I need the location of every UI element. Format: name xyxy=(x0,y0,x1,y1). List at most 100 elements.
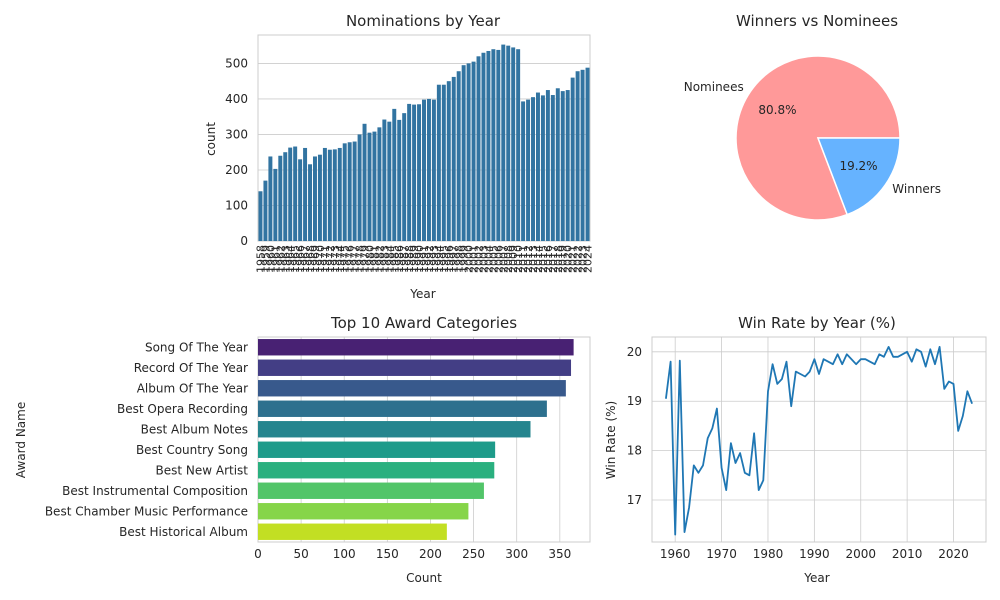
nominations-bar xyxy=(501,44,506,241)
nominations-x-tick-label: 2013 xyxy=(527,245,540,273)
category-label: Song Of The Year xyxy=(145,340,248,354)
nominations-bar xyxy=(397,119,402,241)
nominations-x-tick-label: 1979 xyxy=(359,245,372,273)
nominations-x-tick-label: 1998 xyxy=(453,245,466,273)
nominations-x-tick-label: 1978 xyxy=(354,245,367,273)
pie-slice-nominees xyxy=(735,55,901,221)
nominations-bar xyxy=(327,149,332,241)
nominations-bar xyxy=(283,152,288,241)
nominations-bar xyxy=(570,77,575,241)
category-label: Best Country Song xyxy=(136,443,248,457)
pie-label: Winners xyxy=(892,182,941,196)
win-rate-x-tick-label: 2000 xyxy=(845,547,876,561)
nominations-bar xyxy=(446,81,451,241)
nominations-bar xyxy=(496,49,501,242)
nominations-x-tick-label: 2005 xyxy=(487,245,500,273)
category-bar xyxy=(258,339,574,356)
win-rate-y-tick-label: 19 xyxy=(627,394,642,408)
win-rate-y-tick-label: 17 xyxy=(627,493,642,507)
win-rate-x-tick-label: 1970 xyxy=(706,547,737,561)
nominations-bar xyxy=(476,56,481,241)
nominations-x-tick-label: 1959 xyxy=(259,245,272,273)
nominations-x-tick-label: 1999 xyxy=(458,245,471,273)
category-label: Best Historical Album xyxy=(119,525,248,539)
nominations-bar xyxy=(268,156,273,241)
win-rate-panel: Win Rate by Year (%) 1960 1970 1980 1990 200… xyxy=(604,314,987,585)
nominations-bar xyxy=(422,99,426,241)
nominations-x-tick-label: 2009 xyxy=(507,245,520,273)
nominations-bar xyxy=(308,164,313,241)
nominations-bar xyxy=(545,90,550,241)
nominations-x-tick-label: 1966 xyxy=(294,245,307,273)
nominations-bar xyxy=(387,121,392,241)
nominations-x-tick-label: 1987 xyxy=(398,245,411,273)
nominations-x-tick-label: 2024 xyxy=(582,245,595,273)
nominations-bar xyxy=(278,155,283,241)
nominations-x-tick-label: 2011 xyxy=(517,245,530,273)
nominations-x-tick-label: 1964 xyxy=(284,245,297,273)
nominations-bar xyxy=(436,84,441,241)
nominations-x-tick-label: 2020 xyxy=(562,245,575,273)
nominations-x-tick-label: 2001 xyxy=(468,245,481,273)
category-label: Album Of The Year xyxy=(137,381,248,395)
category-label: Best Chamber Music Performance xyxy=(45,504,248,518)
nominations-x-tick-label: 2003 xyxy=(477,245,490,273)
win-rate-series-line xyxy=(665,345,973,536)
nominations-x-tick-label: 2014 xyxy=(532,245,545,273)
category-bar xyxy=(258,380,566,397)
nominations-y-tick-label: 400 xyxy=(225,92,248,106)
win-rate-x-tick-label: 1960 xyxy=(660,547,691,561)
nominations-x-tick-label: 1981 xyxy=(368,245,381,273)
nominations-x-tick-label: 1994 xyxy=(433,245,446,273)
nominations-bar xyxy=(313,156,317,241)
nominations-bar xyxy=(352,141,357,241)
win-rate-x-axis-label: Year xyxy=(803,571,829,585)
nominations-x-axis-label: Year xyxy=(409,287,435,301)
nominations-x-tick-label: 1972 xyxy=(324,245,337,273)
win-rate-plot-frame xyxy=(651,336,987,543)
nominations-bar xyxy=(451,76,456,242)
nominations-bar xyxy=(382,119,387,241)
nominations-bar xyxy=(322,147,327,241)
nominations-bar xyxy=(273,168,278,241)
winners-vs-nominees-panel: Winners vs Nominees Nominees 80.8% Winners… xyxy=(684,12,941,221)
nominations-x-tick-label: 2022 xyxy=(572,245,585,273)
nominations-bar xyxy=(303,147,308,241)
nominations-x-tick-label: 2002 xyxy=(473,245,486,273)
nominations-bar xyxy=(362,123,367,241)
nominations-x-tick-label: 2019 xyxy=(557,245,570,273)
nominations-x-tick-label: 1993 xyxy=(428,245,441,273)
pie-label: Nominees xyxy=(684,80,744,94)
nominations-x-tick-label: 2015 xyxy=(537,245,550,273)
nominations-x-tick-label: 1977 xyxy=(349,245,362,273)
nominations-x-tick-label: 1973 xyxy=(329,245,342,273)
pie-percent-label: 80.8% xyxy=(758,103,796,117)
category-bar xyxy=(258,441,496,458)
nominations-x-tick-label: 1995 xyxy=(438,245,451,273)
nominations-bar xyxy=(412,104,417,241)
nominations-x-tick-label: 1968 xyxy=(304,245,317,273)
nominations-x-tick-label: 1975 xyxy=(339,245,352,273)
nominations-bar xyxy=(367,132,372,241)
nominations-x-tick-label: 1980 xyxy=(363,245,376,273)
pie-percent-label: 19.2% xyxy=(839,159,877,173)
nominations-x-tick-label: 1996 xyxy=(443,245,456,273)
nominations-bar xyxy=(372,131,377,241)
nominations-y-tick-label: 100 xyxy=(225,198,248,212)
nominations-x-tick-label: 1991 xyxy=(418,245,431,273)
nominations-bar xyxy=(516,49,521,242)
nominations-bar xyxy=(506,45,511,241)
nominations-x-tick-label: 2016 xyxy=(542,245,555,273)
win-rate-x-tick-label: 2020 xyxy=(938,547,969,561)
nominations-x-tick-label: 1982 xyxy=(373,245,386,273)
nominations-x-tick-label: 1984 xyxy=(383,245,396,273)
nominations-x-tick-label: 1992 xyxy=(423,245,436,273)
nominations-bar xyxy=(407,103,412,242)
nominations-x-tick-label: 1983 xyxy=(378,245,391,273)
nominations-bar xyxy=(426,98,431,242)
category-label: Record Of The Year xyxy=(134,361,248,375)
categories-x-tick-label: 250 xyxy=(462,547,485,561)
nominations-bar xyxy=(511,47,516,242)
categories-x-tick-label: 150 xyxy=(376,547,399,561)
categories-x-tick-label: 50 xyxy=(293,547,308,561)
